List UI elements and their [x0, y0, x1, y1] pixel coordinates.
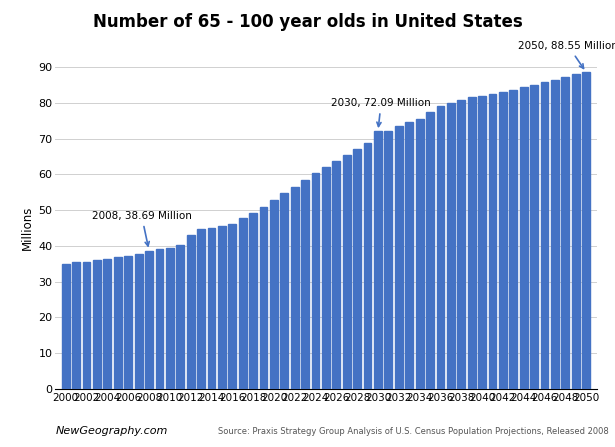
Bar: [437, 106, 445, 389]
Y-axis label: Millions: Millions: [22, 206, 34, 250]
Bar: [530, 85, 538, 389]
Bar: [478, 97, 486, 389]
Bar: [488, 94, 496, 389]
Bar: [280, 193, 288, 389]
Bar: [363, 143, 371, 389]
Bar: [249, 213, 257, 389]
Bar: [135, 254, 143, 389]
Bar: [103, 259, 111, 389]
Bar: [384, 131, 392, 389]
Bar: [520, 88, 528, 389]
Bar: [239, 218, 247, 389]
Bar: [166, 248, 173, 389]
Bar: [426, 112, 434, 389]
Bar: [301, 180, 309, 389]
Bar: [582, 72, 590, 389]
Bar: [218, 226, 226, 389]
Bar: [260, 207, 268, 389]
Bar: [187, 235, 194, 389]
Bar: [416, 119, 424, 389]
Text: 2008, 38.69 Million: 2008, 38.69 Million: [92, 211, 192, 246]
Bar: [447, 103, 454, 389]
Bar: [177, 245, 184, 389]
Text: 2050, 88.55 Million: 2050, 88.55 Million: [518, 41, 615, 68]
Bar: [73, 262, 80, 389]
Bar: [208, 228, 215, 389]
Bar: [561, 77, 569, 389]
Text: 2030, 72.09 Million: 2030, 72.09 Million: [331, 98, 431, 127]
Bar: [228, 224, 236, 389]
Bar: [541, 82, 549, 389]
Bar: [353, 149, 361, 389]
Bar: [509, 90, 517, 389]
Bar: [374, 131, 382, 389]
Bar: [62, 264, 69, 389]
Bar: [572, 74, 579, 389]
Bar: [270, 200, 278, 389]
Bar: [114, 257, 122, 389]
Text: NewGeography.com: NewGeography.com: [55, 426, 168, 435]
Bar: [551, 80, 559, 389]
Bar: [499, 92, 507, 389]
Bar: [458, 100, 465, 389]
Bar: [82, 261, 90, 389]
Text: Source: Praxis Strategy Group Analysis of U.S. Census Population Projections, Re: Source: Praxis Strategy Group Analysis o…: [218, 426, 609, 435]
Bar: [322, 167, 330, 389]
Bar: [395, 126, 403, 389]
Bar: [312, 173, 319, 389]
Bar: [145, 250, 153, 389]
Bar: [93, 260, 101, 389]
Bar: [333, 161, 340, 389]
Bar: [291, 187, 299, 389]
Bar: [197, 229, 205, 389]
Bar: [468, 97, 475, 389]
Bar: [124, 256, 132, 389]
Bar: [405, 122, 413, 389]
Text: Number of 65 - 100 year olds in United States: Number of 65 - 100 year olds in United S…: [93, 13, 522, 31]
Bar: [343, 155, 351, 389]
Bar: [156, 249, 164, 389]
